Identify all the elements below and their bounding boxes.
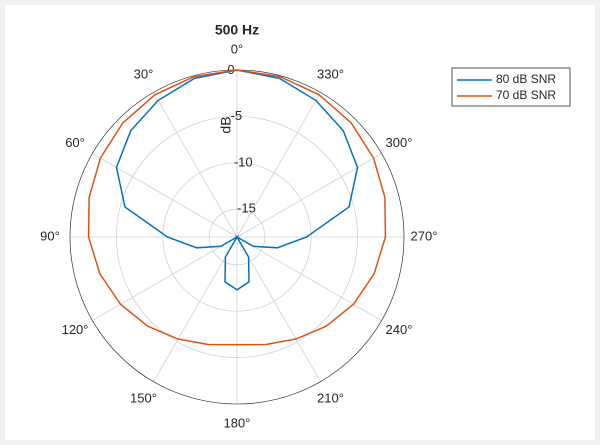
- r-tick-label: 0: [227, 62, 234, 77]
- r-axis-label: dB: [218, 116, 234, 133]
- theta-grid-line: [236, 236, 382, 321]
- legend-label: 80 dB SNR: [496, 72, 556, 86]
- theta-tick-label: 210°: [317, 390, 344, 405]
- theta-tick-label: 0°: [231, 41, 243, 56]
- series-line: [87, 69, 387, 346]
- theta-tick-label: 180°: [224, 415, 251, 430]
- legend-box: [451, 67, 571, 107]
- chart-title: 500 Hz: [215, 22, 259, 38]
- theta-tick-label: 240°: [386, 322, 413, 337]
- theta-tick-label: 270°: [411, 228, 438, 243]
- r-tick-label: -5: [231, 108, 243, 123]
- theta-tick-label: 120°: [62, 322, 89, 337]
- theta-grid-line: [153, 92, 238, 238]
- theta-tick-label: 300°: [386, 135, 413, 150]
- theta-tick-label: 150°: [130, 390, 157, 405]
- theta-tick-label: 30°: [134, 66, 154, 81]
- theta-tick-label: 60°: [65, 135, 85, 150]
- legend-label: 70 dB SNR: [496, 88, 556, 102]
- legend: 80 dB SNR 70 dB SNR: [451, 67, 571, 107]
- r-tick-label: -15: [237, 201, 256, 216]
- theta-grid-line: [236, 92, 321, 238]
- series-line: [115, 69, 359, 291]
- theta-tick-label: 90°: [40, 228, 60, 243]
- theta-grid-line: [236, 236, 321, 382]
- theta-grid-line: [153, 236, 238, 382]
- theta-tick-label: 330°: [317, 66, 344, 81]
- r-tick-label: -10: [234, 154, 253, 169]
- theta-grid-line: [92, 236, 238, 321]
